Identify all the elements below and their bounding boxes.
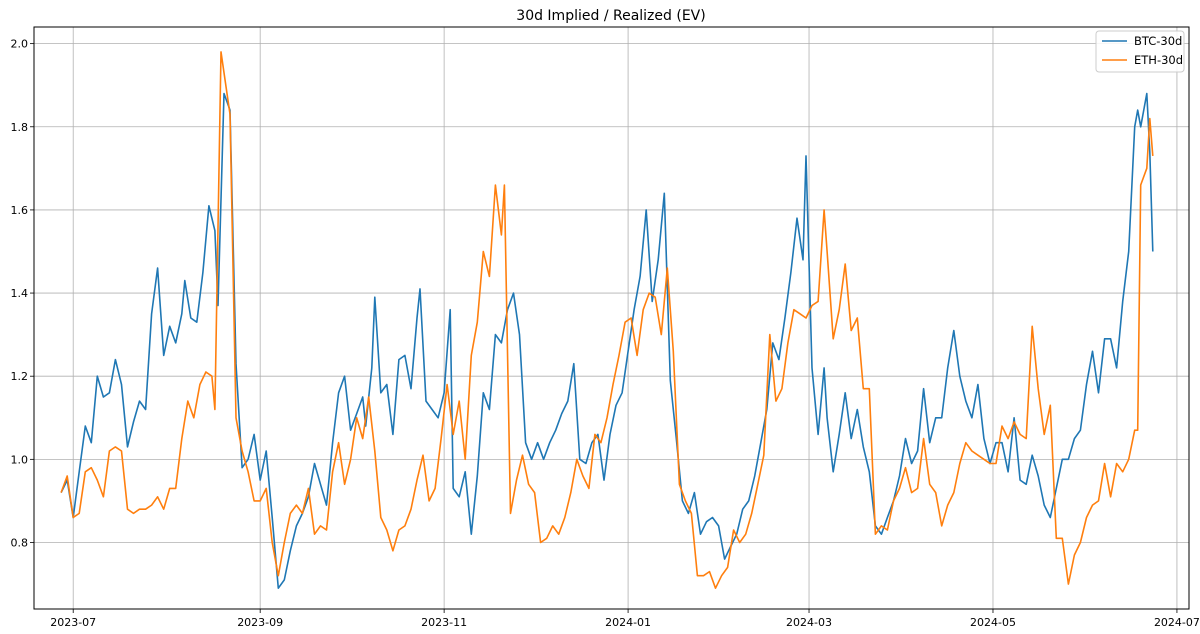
y-tick-label: 1.8 [11,121,29,134]
plot-frame [33,26,1190,610]
x-tick-label: 2024-01 [605,616,651,629]
x-tick-label: 2023-11 [421,616,467,629]
chart-title: 30d Implied / Realized (EV) [516,8,705,24]
y-tick-label: 2.0 [11,38,29,51]
x-tick-label: 2024-07 [1154,616,1200,629]
legend-label-btc: BTC-30d [1134,34,1182,48]
legend-label-eth: ETH-30d [1134,53,1183,67]
axis-ticks: 0.8 1.0 1.2 1.4 1.6 1.8 2.0 2023-07 2023-09 2023-… [11,38,1200,629]
y-tick-label: 1.0 [11,453,29,466]
y-tick-label: 0.8 [11,536,29,549]
y-tick-label: 1.4 [11,287,29,300]
legend: BTC-30d ETH-30d [1095,30,1185,73]
x-tick-label: 2023-07 [50,616,96,629]
grid [34,27,1189,609]
x-tick-label: 2024-03 [786,616,832,629]
series-line-btc-30d [60,92,1154,589]
y-tick-label: 1.6 [11,204,29,217]
x-tick-label: 2023-09 [237,616,283,629]
x-tick-label: 2024-05 [970,616,1016,629]
series-line-eth-30d [60,51,1154,589]
y-tick-label: 1.2 [11,370,29,383]
series-lines [60,51,1154,589]
